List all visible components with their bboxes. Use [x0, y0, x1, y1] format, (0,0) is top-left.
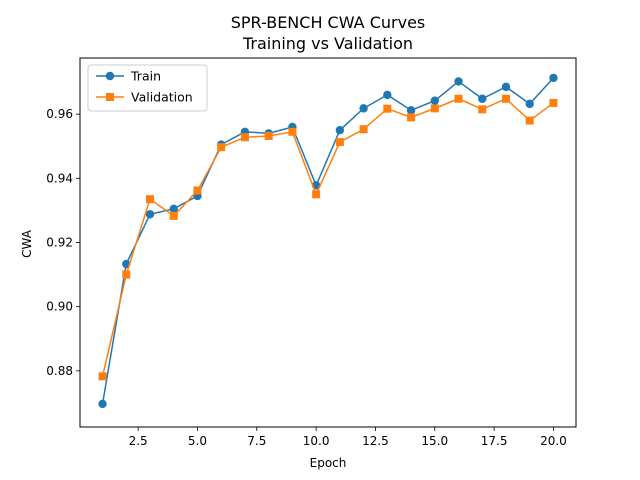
- train-legend-marker: [105, 71, 115, 81]
- validation-point: [193, 186, 202, 195]
- x-tick-label: 10.0: [303, 434, 330, 448]
- validation-point: [359, 125, 368, 134]
- validation-point: [383, 104, 392, 113]
- validation-point: [264, 131, 273, 140]
- x-tick-label: 2.5: [129, 434, 148, 448]
- validation-point: [525, 116, 534, 125]
- y-axis-label: CWA: [20, 229, 34, 258]
- train-legend-label: Train: [130, 69, 161, 84]
- train-point: [359, 104, 368, 113]
- x-tick-label: 17.5: [481, 434, 508, 448]
- validation-point: [478, 105, 487, 114]
- validation-point: [288, 127, 297, 136]
- y-tick-label: 0.92: [46, 236, 73, 250]
- train-point: [430, 96, 439, 105]
- train-point: [383, 90, 392, 100]
- chart-title: SPR-BENCH CWA Curves: [231, 13, 426, 32]
- validation-point: [146, 195, 155, 204]
- validation-point: [549, 98, 558, 107]
- validation-point: [122, 270, 131, 279]
- x-tick-label: 15.0: [421, 434, 448, 448]
- plot-frame: [79, 57, 577, 428]
- validation-point: [454, 94, 463, 103]
- x-tick-label: 5.0: [188, 434, 207, 448]
- y-tick-label: 0.90: [46, 300, 73, 314]
- train-point: [145, 210, 155, 219]
- validation-point: [98, 372, 107, 381]
- validation-point: [240, 133, 249, 142]
- legend: Train Validation: [87, 64, 208, 112]
- validation-point: [430, 104, 439, 113]
- train-point: [98, 399, 107, 409]
- y-axis: 0.88 0.90 0.92 0.94 0.96: [46, 107, 80, 378]
- y-tick-label: 0.96: [46, 107, 73, 121]
- validation-point: [335, 138, 344, 147]
- plot-area: [98, 73, 558, 409]
- validation-series-line: [101, 97, 554, 377]
- validation-point: [169, 211, 178, 220]
- x-axis-label: Epoch: [310, 456, 347, 470]
- validation-point: [501, 94, 510, 103]
- x-tick-label: 12.5: [362, 434, 389, 448]
- x-tick-label: 20.0: [540, 434, 567, 448]
- train-point: [335, 125, 345, 135]
- chart-subtitle: Training vs Validation: [242, 34, 413, 53]
- x-tick-label: 7.5: [247, 434, 266, 448]
- train-point: [406, 106, 416, 115]
- validation-point: [312, 190, 321, 199]
- train-point: [478, 94, 487, 103]
- train-point: [501, 82, 511, 92]
- validation-point: [407, 113, 416, 122]
- train-point: [549, 73, 558, 83]
- validation-point: [217, 143, 226, 152]
- train-series-line: [101, 77, 555, 405]
- x-axis: 2.5 5.0 7.5 10.0 12.5 15.0 17.5 20.0: [129, 427, 567, 448]
- y-tick-label: 0.88: [46, 364, 73, 378]
- train-point: [454, 77, 463, 86]
- validation-legend-marker: [106, 93, 114, 101]
- validation-legend-label: Validation: [131, 90, 193, 105]
- train-point: [169, 204, 178, 214]
- y-tick-label: 0.94: [46, 171, 73, 185]
- train-point: [525, 99, 534, 109]
